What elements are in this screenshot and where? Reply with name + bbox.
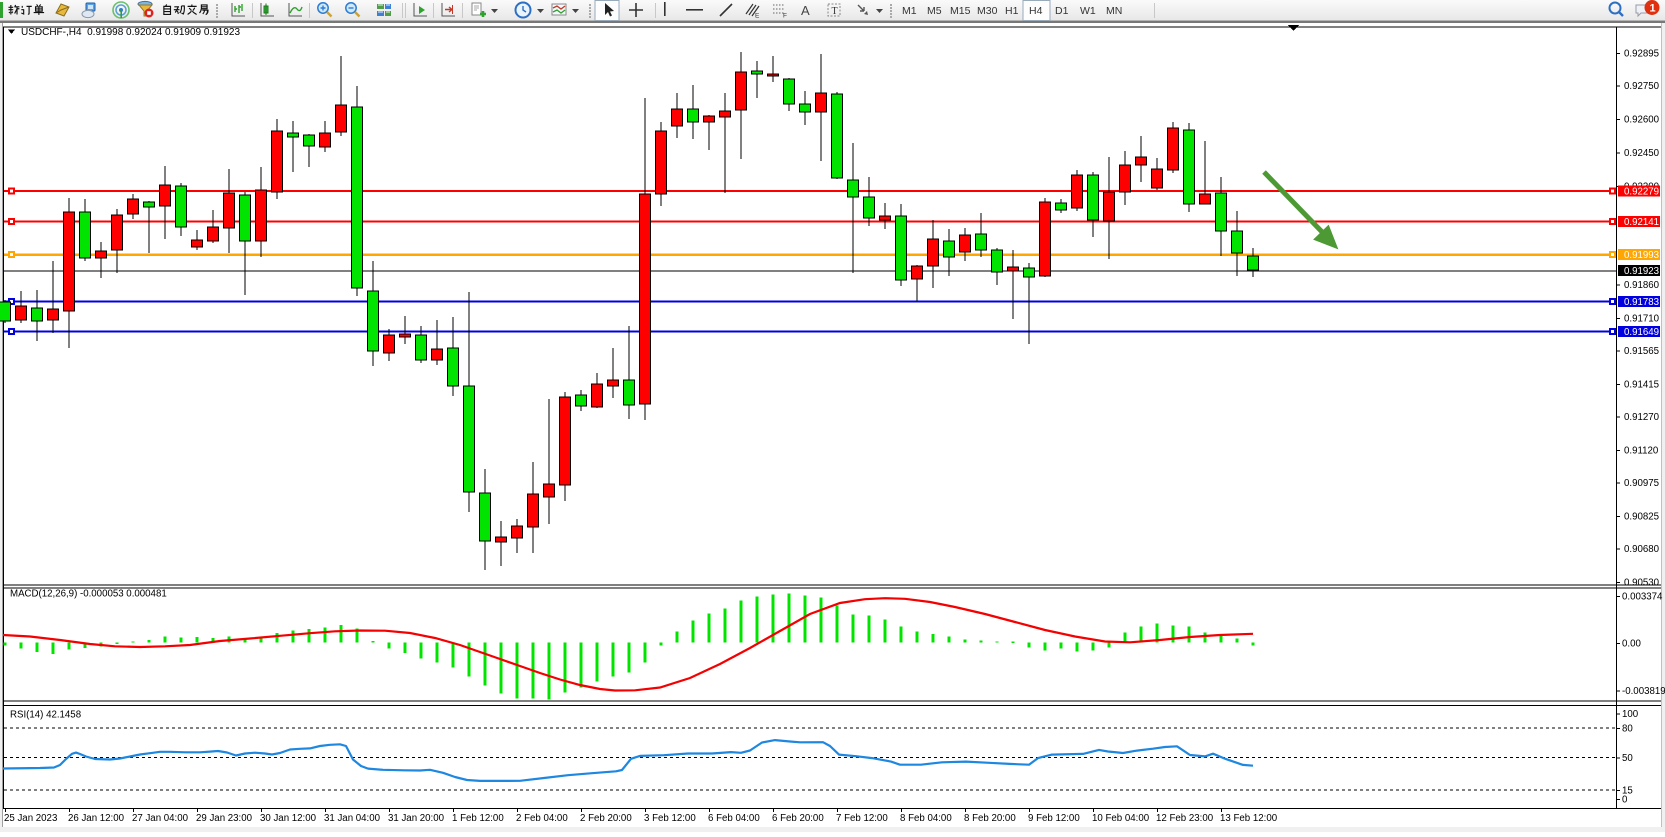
svg-text:0.003374: 0.003374 bbox=[1622, 592, 1663, 603]
svg-text:29 Jan 23:00: 29 Jan 23:00 bbox=[196, 813, 253, 824]
svg-text:15: 15 bbox=[1622, 786, 1633, 797]
svg-text:W1: W1 bbox=[1080, 5, 1096, 17]
svg-text:A: A bbox=[801, 3, 810, 18]
svg-text:0.91649: 0.91649 bbox=[1624, 327, 1659, 338]
svg-text:25 Jan 2023: 25 Jan 2023 bbox=[4, 813, 57, 824]
svg-text:MN: MN bbox=[1106, 5, 1122, 17]
svg-text:0.91120: 0.91120 bbox=[1624, 445, 1659, 456]
svg-text:10 Feb 04:00: 10 Feb 04:00 bbox=[1092, 813, 1150, 824]
svg-text:0.92600: 0.92600 bbox=[1624, 115, 1660, 126]
svg-text:0.91270: 0.91270 bbox=[1624, 412, 1660, 423]
svg-text:0.91923: 0.91923 bbox=[1624, 266, 1659, 277]
svg-text:31 Jan 04:00: 31 Jan 04:00 bbox=[324, 813, 381, 824]
svg-text:0.00: 0.00 bbox=[1622, 639, 1641, 650]
svg-text:27 Jan 04:00: 27 Jan 04:00 bbox=[132, 813, 189, 824]
svg-text:26 Jan 12:00: 26 Jan 12:00 bbox=[68, 813, 125, 824]
svg-text:6 Feb 20:00: 6 Feb 20:00 bbox=[772, 813, 824, 824]
svg-text:D1: D1 bbox=[1055, 5, 1069, 17]
svg-text:H4: H4 bbox=[1029, 5, 1043, 17]
svg-text:0.92750: 0.92750 bbox=[1624, 81, 1660, 92]
svg-text:0.91860: 0.91860 bbox=[1624, 280, 1660, 291]
svg-text:0.91710: 0.91710 bbox=[1624, 314, 1660, 325]
svg-text:0.91993: 0.91993 bbox=[1624, 250, 1659, 261]
svg-text:2 Feb 04:00: 2 Feb 04:00 bbox=[516, 813, 568, 824]
svg-text:100: 100 bbox=[1622, 709, 1639, 720]
svg-text:M5: M5 bbox=[927, 5, 942, 17]
svg-text:6 Feb 04:00: 6 Feb 04:00 bbox=[708, 813, 760, 824]
svg-text:13 Feb 12:00: 13 Feb 12:00 bbox=[1220, 813, 1278, 824]
svg-text:M15: M15 bbox=[950, 5, 971, 17]
svg-text:E: E bbox=[755, 13, 760, 20]
svg-text:80: 80 bbox=[1622, 723, 1633, 734]
svg-text:RSI(14) 42.1458: RSI(14) 42.1458 bbox=[10, 710, 81, 721]
svg-text:1 Feb 12:00: 1 Feb 12:00 bbox=[452, 813, 504, 824]
svg-text:0.90975: 0.90975 bbox=[1624, 478, 1659, 489]
svg-text:M1: M1 bbox=[902, 5, 917, 17]
svg-text:2 Feb 20:00: 2 Feb 20:00 bbox=[580, 813, 632, 824]
svg-text:-0.003819: -0.003819 bbox=[1622, 686, 1665, 697]
svg-text:0.92450: 0.92450 bbox=[1624, 148, 1660, 159]
svg-text:0.90530: 0.90530 bbox=[1624, 577, 1660, 588]
svg-text:0.91415: 0.91415 bbox=[1624, 380, 1659, 391]
svg-text:12 Feb 23:00: 12 Feb 23:00 bbox=[1156, 813, 1214, 824]
svg-text:0.90680: 0.90680 bbox=[1624, 544, 1660, 555]
svg-text:50: 50 bbox=[1622, 753, 1633, 764]
svg-text:9 Feb 12:00: 9 Feb 12:00 bbox=[1028, 813, 1080, 824]
svg-text:0.90825: 0.90825 bbox=[1624, 511, 1659, 522]
svg-text:F: F bbox=[783, 13, 787, 20]
svg-text:USDCHF-,H4 0.91998 0.92024 0.: USDCHF-,H4 0.91998 0.92024 0.91909 0.919… bbox=[21, 27, 240, 38]
svg-text:0.91783: 0.91783 bbox=[1624, 297, 1659, 308]
svg-text:T: T bbox=[832, 6, 838, 17]
svg-text:1: 1 bbox=[1650, 3, 1656, 15]
svg-text:31 Jan 20:00: 31 Jan 20:00 bbox=[388, 813, 445, 824]
svg-text:0.92895: 0.92895 bbox=[1624, 49, 1659, 60]
svg-text:0.92141: 0.92141 bbox=[1624, 217, 1659, 228]
svg-text:8 Feb 04:00: 8 Feb 04:00 bbox=[900, 813, 952, 824]
svg-text:7 Feb 12:00: 7 Feb 12:00 bbox=[836, 813, 888, 824]
svg-text:MACD(12,26,9) -0.000053 0.0004: MACD(12,26,9) -0.000053 0.000481 bbox=[10, 589, 167, 600]
svg-text:H1: H1 bbox=[1005, 5, 1019, 17]
svg-text:8 Feb 20:00: 8 Feb 20:00 bbox=[964, 813, 1016, 824]
svg-text:30 Jan 12:00: 30 Jan 12:00 bbox=[260, 813, 317, 824]
svg-text:0: 0 bbox=[1622, 795, 1628, 806]
svg-text:3 Feb 12:00: 3 Feb 12:00 bbox=[644, 813, 696, 824]
svg-text:0.92279: 0.92279 bbox=[1624, 186, 1659, 197]
svg-text:M30: M30 bbox=[977, 5, 998, 17]
svg-text:0.91565: 0.91565 bbox=[1624, 346, 1659, 357]
